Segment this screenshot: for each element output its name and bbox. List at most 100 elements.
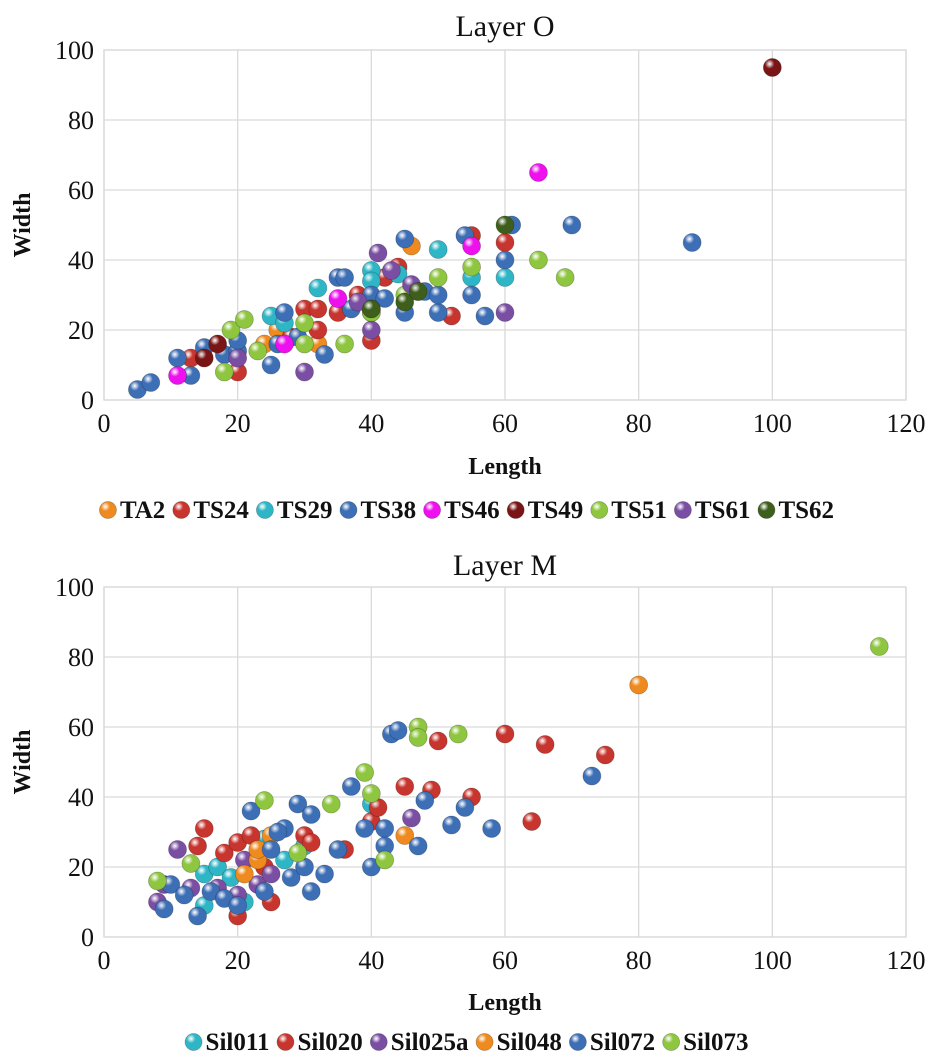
legend-item-sil048: Sil048 xyxy=(475,1029,562,1056)
legend-label: TS24 xyxy=(193,497,249,524)
y-tick-label: 40 xyxy=(68,783,94,812)
x-tick-label: 60 xyxy=(492,946,518,975)
legend-item-sil011: Sil011 xyxy=(184,1029,269,1056)
legend-item-sil020: Sil020 xyxy=(276,1029,363,1056)
point-ts51 xyxy=(295,334,314,354)
point-sil048 xyxy=(395,826,415,845)
point-ts51 xyxy=(221,320,241,340)
point-ts51 xyxy=(214,362,234,382)
plot-frame xyxy=(103,49,907,401)
x-tick-label: 40 xyxy=(358,946,384,975)
legend-item-ts49: TS49 xyxy=(506,497,584,524)
x-tick-label: 0 xyxy=(98,409,111,438)
point-ts38 xyxy=(168,348,187,368)
point-sil072 xyxy=(228,896,248,915)
point-sil072 xyxy=(301,805,321,824)
legend-marker xyxy=(506,501,525,519)
legend-label: TS49 xyxy=(528,497,584,524)
y-tick-label: 0 xyxy=(81,386,94,415)
legend-item-ts62: TS62 xyxy=(757,497,834,524)
legend-label: TS46 xyxy=(444,497,500,524)
legend-item-ts51: TS51 xyxy=(590,497,667,524)
legend-item-ts61: TS61 xyxy=(673,497,751,524)
point-sil020 xyxy=(428,731,448,751)
point-sil072 xyxy=(442,815,461,835)
legend-item-sil025a: Sil025a xyxy=(369,1029,469,1056)
point-ts61 xyxy=(228,348,248,368)
point-ts38 xyxy=(335,268,355,287)
point-sil073 xyxy=(448,724,468,744)
point-ts51 xyxy=(555,268,575,287)
point-ts49 xyxy=(194,348,214,368)
point-ts62 xyxy=(495,215,515,235)
point-ts46 xyxy=(328,289,348,308)
legend-label: Sil072 xyxy=(590,1029,655,1056)
x-tick-label: 20 xyxy=(225,409,251,438)
point-ts51 xyxy=(234,310,254,329)
legend-marker xyxy=(256,501,274,519)
point-sil025a xyxy=(168,840,187,859)
point-sil073 xyxy=(408,728,428,747)
point-ts46 xyxy=(529,163,548,182)
gridlines xyxy=(103,49,907,401)
y-tick-label: 20 xyxy=(68,316,94,345)
legend-label: TA2 xyxy=(120,497,165,524)
legend-label: TS61 xyxy=(695,497,751,524)
point-sil020 xyxy=(522,812,542,831)
point-ts38 xyxy=(495,250,515,270)
point-ts46 xyxy=(168,366,187,385)
tick-labels: 0 20 40 60 80 100 120 0 20 40 60 80 100 xyxy=(55,573,926,975)
legend-label: Sil025a xyxy=(391,1029,469,1056)
legend-marker xyxy=(673,501,692,519)
point-ts61 xyxy=(381,261,401,280)
legend-marker xyxy=(757,501,776,519)
legend-label: Sil073 xyxy=(683,1029,748,1056)
y-tick-label: 40 xyxy=(68,246,94,275)
point-sil072 xyxy=(455,798,475,817)
point-sil073 xyxy=(375,850,395,870)
y-axis-label: Width xyxy=(10,193,36,258)
point-ts51 xyxy=(295,313,314,333)
point-ts61 xyxy=(368,243,388,263)
legend: Sil011 Sil020 Sil025a Sil048 Sil072 Sil073 xyxy=(184,1029,748,1056)
legend-item-ts38: TS38 xyxy=(339,497,417,524)
point-sil072 xyxy=(408,836,428,856)
point-sil020 xyxy=(214,843,234,863)
point-ts38 xyxy=(375,289,395,308)
point-sil073 xyxy=(321,794,341,814)
legend-item-ts29: TS29 xyxy=(256,497,333,524)
point-ts38 xyxy=(562,215,582,235)
legend-item-ta2: TA2 xyxy=(99,497,165,524)
x-tick-label: 80 xyxy=(626,409,652,438)
x-axis-label: Length xyxy=(468,990,541,1016)
point-ts38 xyxy=(395,229,415,249)
legend-marker xyxy=(184,1033,203,1051)
legend-label: TS38 xyxy=(361,497,417,524)
y-tick-label: 100 xyxy=(55,573,94,602)
point-sil072 xyxy=(254,882,274,901)
point-sil073 xyxy=(361,784,381,803)
point-sil072 xyxy=(241,801,261,821)
point-ts38 xyxy=(475,306,495,326)
y-tick-label: 80 xyxy=(68,106,94,135)
point-ts29 xyxy=(495,268,515,287)
point-sil072 xyxy=(261,840,281,859)
x-tick-label: 120 xyxy=(887,409,926,438)
point-ts46 xyxy=(462,236,481,256)
point-sil020 xyxy=(595,745,615,765)
legend-item-sil072: Sil072 xyxy=(568,1029,655,1056)
legend-label: TS29 xyxy=(277,497,333,524)
legend-marker xyxy=(423,501,441,519)
point-ts61 xyxy=(361,320,381,340)
point-sil073 xyxy=(869,637,889,656)
x-axis-label: Length xyxy=(468,454,541,480)
chart-title: Layer O xyxy=(455,10,554,43)
point-ts38 xyxy=(275,303,294,322)
x-tick-label: 120 xyxy=(887,946,926,975)
data-points xyxy=(148,637,889,926)
point-ts51 xyxy=(248,341,268,361)
y-axis-label: Width xyxy=(10,730,36,795)
x-tick-label: 100 xyxy=(753,946,792,975)
point-sil020 xyxy=(301,833,321,852)
